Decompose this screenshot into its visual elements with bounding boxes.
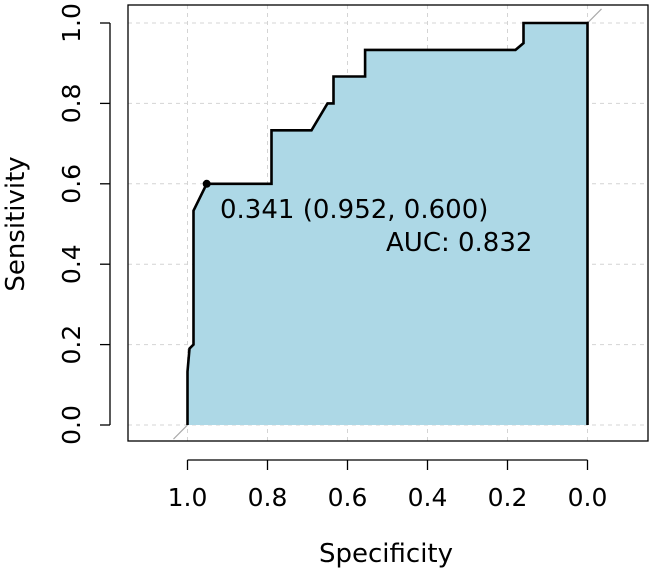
y-axis-title: Sensitivity <box>1 156 31 291</box>
threshold-label: 0.341 (0.952, 0.600) <box>220 195 488 225</box>
y-tick-label: 0.8 <box>57 84 86 124</box>
x-tick-label: 0.2 <box>488 483 528 512</box>
threshold-point <box>202 179 211 188</box>
x-axis: 1.0 0.8 0.6 0.4 0.2 0.0 <box>168 459 608 512</box>
auc-label: AUC: 0.832 <box>386 228 532 258</box>
x-tick-label: 0.6 <box>328 483 368 512</box>
x-tick-label: 0.4 <box>408 483 448 512</box>
y-tick-label: 0.4 <box>57 244 86 284</box>
roc-curve-line <box>186 21 589 425</box>
y-axis: 0.0 0.2 0.4 0.6 0.8 1.0 <box>57 3 111 445</box>
auc-fill-area <box>187 23 588 425</box>
y-tick-label: 0.6 <box>57 164 86 204</box>
plot-border <box>127 4 649 442</box>
x-axis-title: Specificity <box>319 539 453 569</box>
x-tick-label: 0.8 <box>248 483 288 512</box>
y-tick-label: 0.2 <box>57 325 86 365</box>
y-tick-label: 1.0 <box>57 3 86 43</box>
x-tick-label: 0.0 <box>568 483 608 512</box>
y-tick-label: 0.0 <box>57 405 86 445</box>
x-tick-label: 1.0 <box>168 483 208 512</box>
